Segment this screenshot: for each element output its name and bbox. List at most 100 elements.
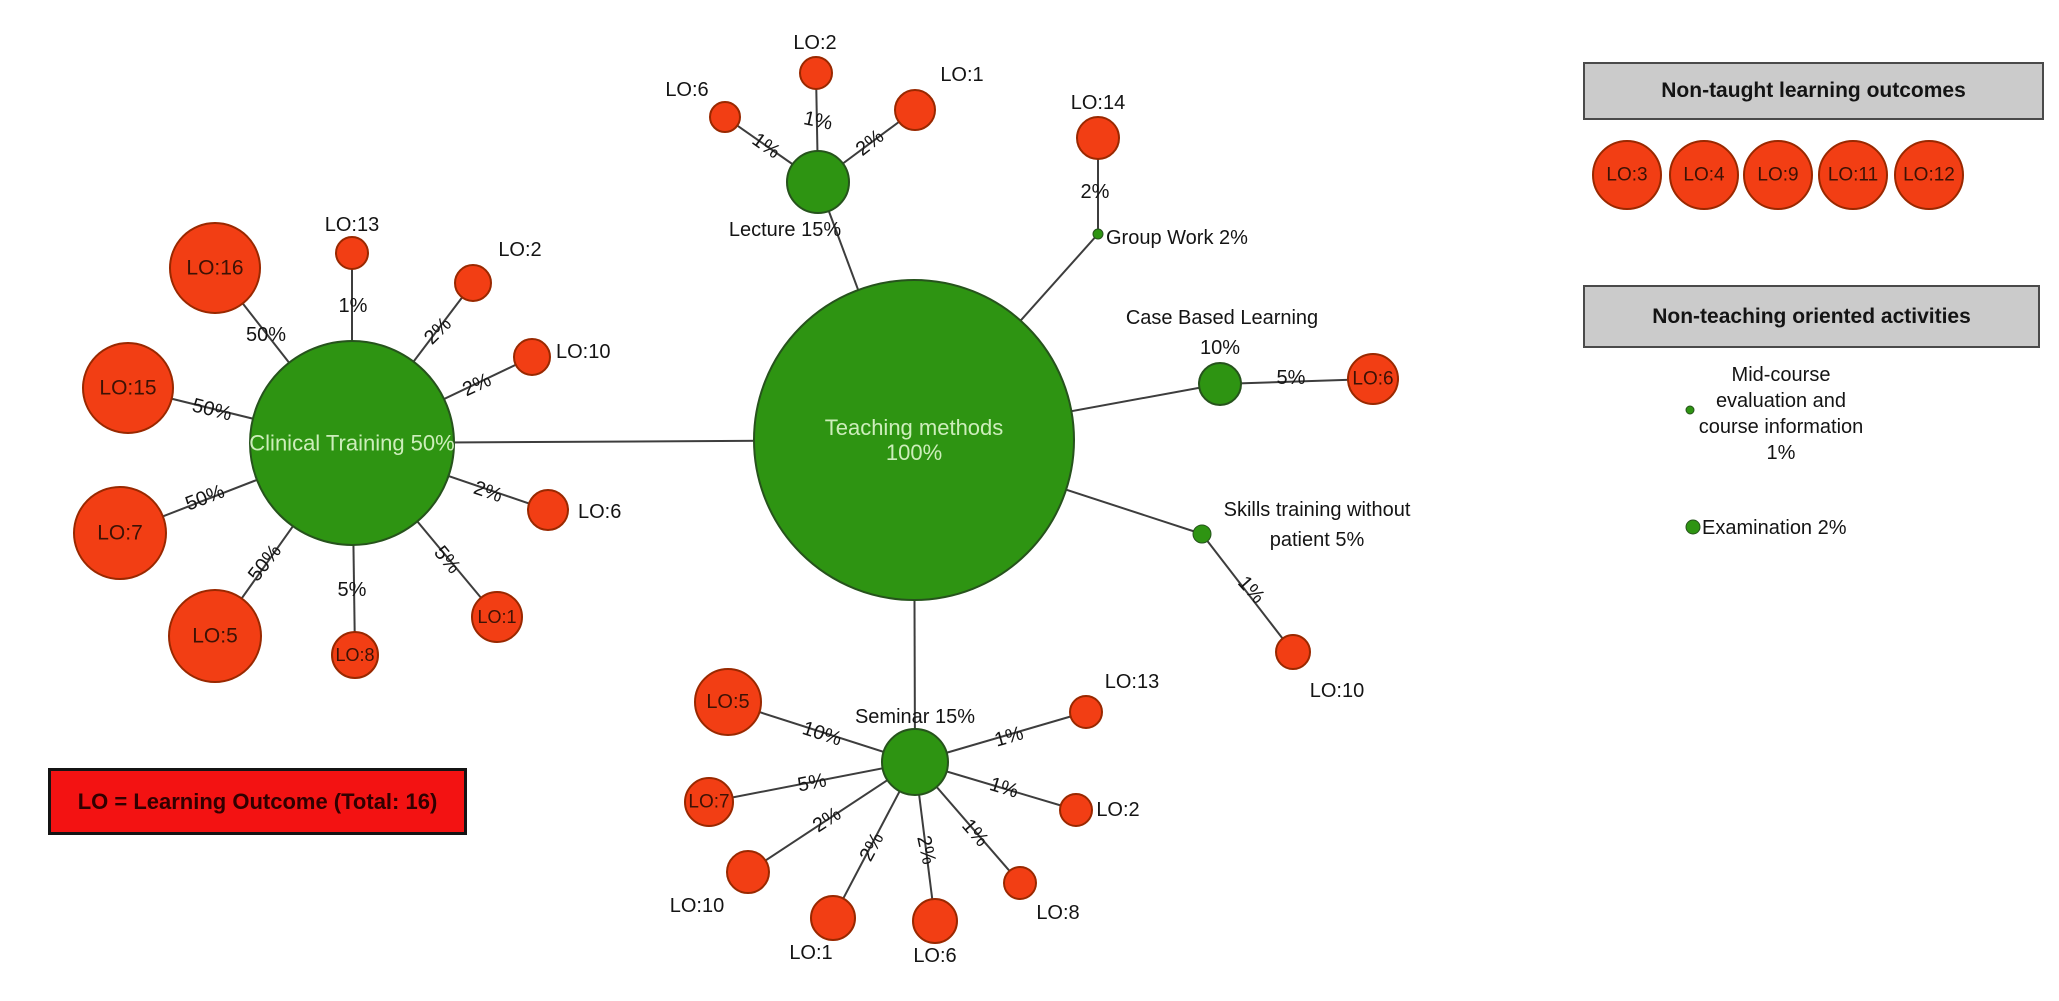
non-taught-outcomes-title: Non-taught learning outcomes (1661, 79, 1966, 102)
label-4-lo-14: LO:14 (1071, 92, 1125, 114)
node-label-cbl-lo6: LO:6 (1352, 369, 1393, 390)
edge-label-5-50: 50% (182, 480, 227, 515)
node-label-nt-lo11: LO:11 (1828, 165, 1878, 186)
label-9-patient-5: patient 5% (1270, 529, 1365, 551)
label-mid-course-line-2: course information (1699, 416, 1864, 438)
node-nt-lo9 (1743, 140, 1813, 210)
node-seminar (881, 728, 949, 796)
label-16-lo-10: LO:10 (670, 895, 724, 917)
node-clinical-lo7 (73, 486, 167, 580)
node-label-clinical-lo15: LO:15 (99, 377, 156, 400)
label-0-lo-6: LO:6 (665, 79, 708, 101)
edge-label-17-5: 5% (796, 769, 829, 796)
node-case-based-learning (1198, 362, 1242, 406)
edge-label-3-50: 50% (190, 394, 234, 425)
label-8-skills-training-without: Skills training without (1224, 499, 1411, 521)
label-mid-course-line-3: 1% (1767, 442, 1796, 464)
node-clinical-lo10 (513, 338, 551, 376)
node-label-nt-lo4: LO:4 (1683, 165, 1725, 186)
node-lecture-lo1 (894, 89, 936, 131)
label-18-lo-6: LO:6 (913, 945, 956, 967)
node-group-work (1092, 228, 1104, 240)
node-seminar-lo6 (912, 898, 958, 944)
edge-label-1-1: 1% (339, 295, 368, 317)
learning-outcome-key-label: LO = Learning Outcome (Total: 16) (77, 788, 438, 814)
node-lecture-lo2 (799, 56, 833, 90)
node-clinical-lo13 (335, 236, 369, 270)
node-label-nt-lo9: LO:9 (1757, 165, 1798, 186)
edge-label-13-2: 2% (1081, 181, 1110, 203)
edge-label-6-2: 2% (471, 477, 506, 507)
label-13-lo-10: LO:10 (556, 341, 610, 363)
label-1-lo-2: LO:2 (793, 32, 836, 54)
node-label-teaching-methods: Teaching methods (825, 415, 1004, 440)
edge-label-19-2: 2% (856, 829, 889, 865)
edge-label-4-2: 2% (459, 369, 495, 401)
edge-label-22-1: 1% (987, 773, 1021, 803)
node-label-clinical-lo1: LO:1 (477, 607, 516, 627)
node-label-nt-lo12: LO:12 (1903, 165, 1955, 186)
label-7-10: 10% (1200, 337, 1240, 359)
label-2-lo-1: LO:1 (940, 64, 983, 86)
node-mid-course-dot (1685, 405, 1695, 415)
node-skills-training (1192, 524, 1212, 544)
non-teaching-activities-box: Non-teaching oriented activities (1583, 285, 2040, 348)
node-label-seminar-lo5: LO:5 (706, 691, 749, 713)
node-seminar-lo5 (694, 668, 762, 736)
node-seminar-lo2 (1059, 793, 1093, 827)
edge-label-15-1: 1% (1233, 572, 1269, 608)
node-skills-lo10 (1275, 634, 1311, 670)
node-lecture-lo6 (709, 101, 741, 133)
edge-label-23-1: 1% (992, 722, 1026, 751)
node-clinical-lo16 (169, 222, 261, 314)
node-clinical-lo6 (527, 489, 569, 531)
label-12-lo-2: LO:2 (498, 239, 541, 261)
node-lecture (786, 150, 850, 214)
edge-label-0-50: 50% (246, 324, 286, 346)
label-mid-course-line-0: Mid-course (1732, 364, 1831, 386)
node-label-clinical-lo7: LO:7 (97, 522, 143, 545)
node-label-clinical-lo16: LO:16 (186, 257, 243, 280)
label-17-lo-1: LO:1 (789, 942, 832, 964)
node-nt-lo3 (1592, 140, 1662, 210)
label-3-lecture-15: Lecture 15% (729, 219, 842, 241)
label-mid-course-line-1: evaluation and (1716, 390, 1846, 412)
node-label-clinical-lo8: LO:8 (335, 645, 374, 665)
label-14-lo-6: LO:6 (578, 501, 621, 523)
node-label-nt-lo3: LO:3 (1606, 165, 1647, 186)
node-seminar-lo13 (1069, 695, 1103, 729)
edge-label-12-2: 2% (852, 125, 888, 160)
edge-seminar--seminar-lo7 (708, 761, 916, 803)
node-clinical-lo8 (331, 631, 379, 679)
node-seminar-lo7 (684, 777, 734, 827)
node-clinical-lo1 (471, 591, 523, 643)
label-23-examination-2: Examination 2% (1702, 517, 1847, 539)
node-seminar-lo1 (810, 895, 856, 941)
edge-label-8-5: 5% (338, 579, 367, 601)
node-nt-lo4 (1669, 140, 1739, 210)
edge-label-10-1: 1% (748, 129, 784, 164)
node-clinical-lo5 (168, 589, 262, 683)
node-cbl-lo6 (1347, 353, 1399, 405)
node-label-clinical-training: Clinical Training 50% (249, 431, 454, 456)
label-19-lo-8: LO:8 (1036, 902, 1079, 924)
label-21-lo-13: LO:13 (1105, 671, 1159, 693)
node-label-teaching-methods: 100% (886, 440, 942, 465)
node-examination-dot (1685, 519, 1701, 535)
label-15-seminar-15: Seminar 15% (855, 706, 975, 728)
label-6-case-based-learning: Case Based Learning (1126, 307, 1318, 329)
edge-skills-training--skills-lo10 (1201, 533, 1294, 653)
node-clinical-training (249, 340, 455, 546)
node-label-clinical-lo5: LO:5 (192, 625, 238, 648)
learning-outcome-key-box: LO = Learning Outcome (Total: 16) (48, 768, 467, 835)
edge-label-20-2: 2% (912, 834, 940, 867)
label-11-lo-13: LO:13 (325, 214, 379, 236)
node-clinical-lo2 (454, 264, 492, 302)
edge-label-11-1: 1% (802, 107, 835, 135)
edge-label-2-2: 2% (420, 313, 456, 349)
edge-label-18-2: 2% (809, 803, 845, 837)
node-nt-lo12 (1894, 140, 1964, 210)
